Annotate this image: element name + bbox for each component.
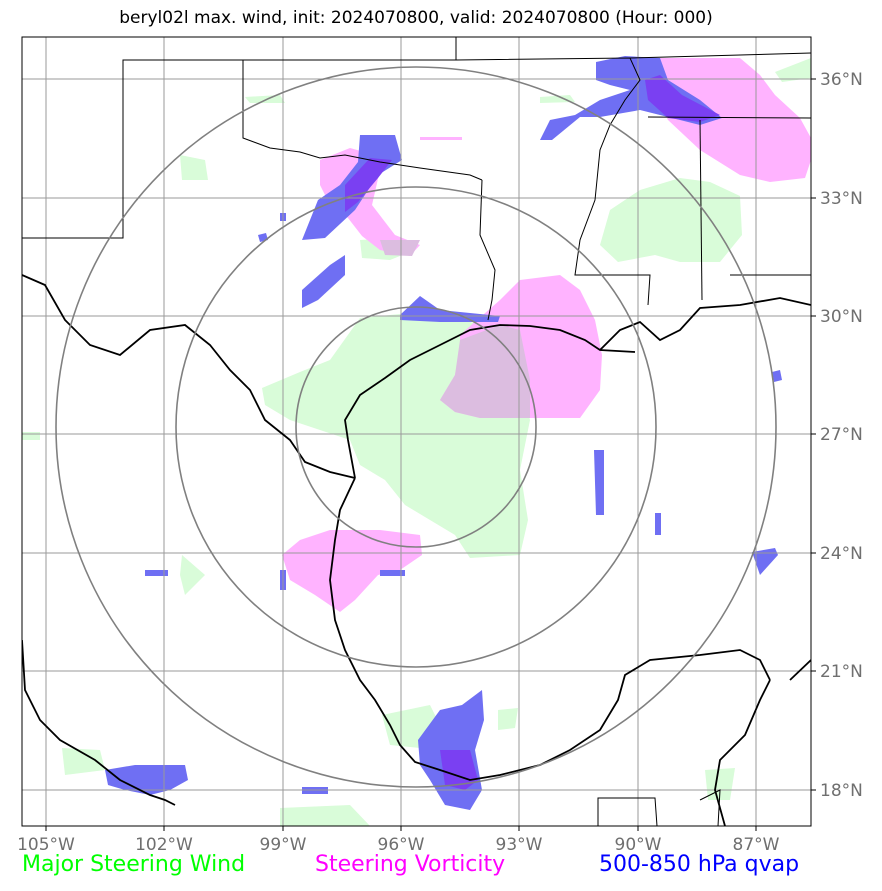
louisiana-coast <box>599 297 811 351</box>
range-ring-middle <box>175 186 657 668</box>
vorticity-area-mexico <box>282 530 422 612</box>
arkansas-north-border <box>629 52 811 59</box>
wind-area-campeche <box>498 708 518 730</box>
texas-louisiana-border <box>479 179 496 321</box>
graticule <box>22 37 811 826</box>
wind-area-missouri <box>540 95 575 103</box>
lon-tick-label: 105°W <box>17 835 75 855</box>
wind-area-mexico-west <box>180 555 205 595</box>
wind-area-yucatan <box>705 768 735 800</box>
lon-tick-label: 99°W <box>260 835 307 855</box>
lon-tick-label: 93°W <box>496 835 543 855</box>
arkansas-border <box>455 57 651 306</box>
qvap-area-small-6 <box>772 370 782 382</box>
lat-tick-label: 30°N <box>820 307 863 327</box>
qvap-area-gulf-east-2 <box>655 513 661 535</box>
range-rings <box>55 66 777 788</box>
cuba-coast <box>789 659 811 681</box>
mississippi-alabama-border <box>699 119 703 301</box>
vorticity-area-north-texas <box>320 148 420 256</box>
qvap-area-small-4 <box>258 233 268 242</box>
wind-area-kansas <box>245 95 285 103</box>
qvap-area-upper-texas-coast <box>400 296 500 322</box>
lat-tick-label: 36°N <box>820 70 863 90</box>
wind-area-northwest-texas <box>180 155 208 180</box>
tick-marks <box>45 78 816 831</box>
wind-area-pacific <box>62 748 105 775</box>
legend-steering-vorticity: Steering Vorticity <box>315 852 506 877</box>
lon-tick-label: 102°W <box>135 835 193 855</box>
lat-tick-label: 33°N <box>820 189 863 209</box>
map-title: beryl02l max. wind, init: 2024070800, va… <box>119 8 713 28</box>
wind-area-west-edge <box>22 432 40 440</box>
overlap-missouri <box>645 75 720 122</box>
qvap-area-pacific-mexico <box>105 765 188 795</box>
lon-tick-label: 90°W <box>615 835 662 855</box>
lat-tick-label: 24°N <box>820 544 863 564</box>
longitude-labels: 105°W 102°W 99°W 96°W 93°W 90°W 87°W <box>17 835 780 855</box>
mexico-pacific-coast <box>22 639 176 806</box>
wind-area-arkansas <box>600 178 742 262</box>
steering-wind-areas <box>22 58 811 826</box>
vorticity-area-tennessee <box>650 58 811 182</box>
texas-coast <box>344 324 636 479</box>
lon-tick-label: 87°W <box>733 835 780 855</box>
missouri-tennessee-border <box>647 116 811 119</box>
mexico-gulf-coast <box>329 477 771 781</box>
wind-area-south <box>280 805 370 826</box>
legend-steering-wind: Major Steering Wind <box>22 852 246 877</box>
qvap-area-gulf-east-1 <box>594 450 604 515</box>
mexico-guatemala-border <box>597 797 658 826</box>
latitude-labels: 36°N 33°N 30°N 27°N 24°N 21°N 18°N <box>820 70 863 801</box>
new-mexico-border <box>22 59 243 239</box>
qvap-area-small-2 <box>380 570 405 576</box>
vorticity-area-oklahoma-sliver <box>420 137 462 140</box>
qvap-area-florida-gulf <box>752 548 778 575</box>
yucatan-east-coast <box>714 679 771 826</box>
lat-tick-label: 18°N <box>820 781 863 801</box>
qvap-area-west-texas <box>302 255 345 308</box>
range-ring-outer <box>55 66 777 788</box>
legend-qvap: 500-850 hPa qvap <box>599 852 800 877</box>
yucatan-border <box>699 789 721 826</box>
qvap-area-small-1 <box>145 570 168 576</box>
oklahoma-north-border <box>123 37 457 61</box>
lat-tick-label: 27°N <box>820 425 863 445</box>
range-ring-inner <box>295 306 537 548</box>
wind-area-east-corner <box>775 58 811 82</box>
state-borders <box>22 37 811 826</box>
lat-tick-label: 21°N <box>820 662 863 682</box>
map-frame <box>21 36 812 827</box>
lon-tick-label: 96°W <box>378 835 425 855</box>
oklahoma-border <box>242 60 483 181</box>
overlap-texas-panhandle <box>380 240 420 256</box>
